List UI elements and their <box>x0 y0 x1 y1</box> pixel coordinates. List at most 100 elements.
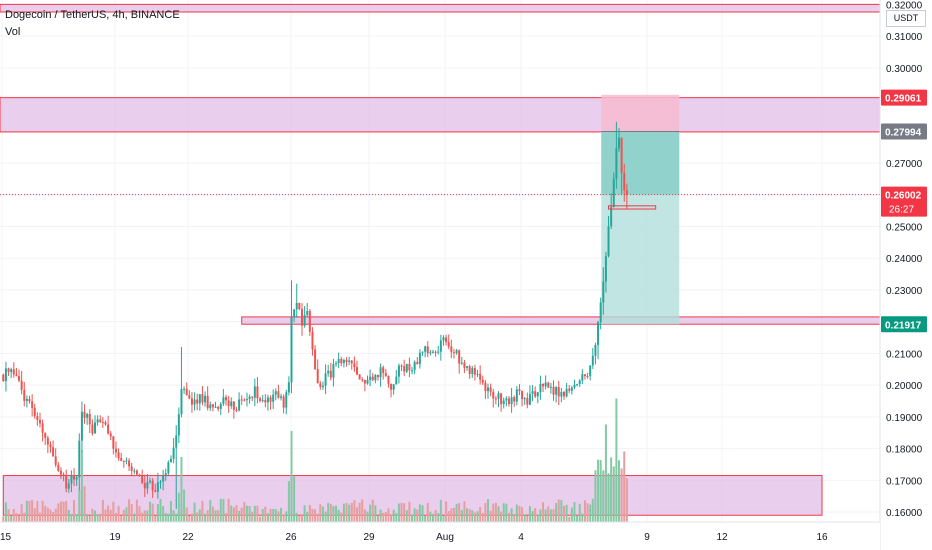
candle-221 <box>581 369 584 385</box>
volume-bar-52 <box>138 506 141 522</box>
candle-body-123 <box>324 373 327 386</box>
volume-bar-15 <box>41 500 44 522</box>
small-zone-box <box>608 205 657 210</box>
volume-bar-49 <box>130 504 133 522</box>
candle-53 <box>141 469 144 485</box>
candle-88 <box>232 401 235 419</box>
candle-body-213 <box>560 391 563 397</box>
candle-body-109 <box>287 382 290 393</box>
volume-bar-115 <box>303 505 306 522</box>
candle-190 <box>500 392 503 412</box>
candle-body-36 <box>96 419 99 423</box>
volume-bar-1 <box>4 502 7 522</box>
candle-20 <box>54 448 57 468</box>
currency-selector[interactable]: USDT <box>886 10 926 27</box>
candle-23 <box>62 472 65 482</box>
candle-119 <box>314 345 317 371</box>
volume-indicator-label[interactable]: Vol <box>5 26 21 38</box>
candle-109 <box>287 376 290 396</box>
volume-bar-145 <box>382 512 385 522</box>
volume-bar-68 <box>180 457 183 522</box>
volume-bar-67 <box>177 492 180 522</box>
candle-body-1 <box>4 368 7 382</box>
candle-body-232 <box>610 206 613 227</box>
candle-237 <box>623 163 626 202</box>
volume-bar-76 <box>201 500 204 522</box>
candle-144 <box>379 363 382 387</box>
candle-body-156 <box>411 370 414 372</box>
candle-165 <box>434 350 437 357</box>
candle-body-204 <box>536 392 539 397</box>
candle-168 <box>442 335 445 346</box>
candle-body-92 <box>243 399 246 401</box>
position-tool[interactable] <box>601 94 680 325</box>
candle-219 <box>576 383 579 387</box>
candle-body-124 <box>327 370 330 374</box>
candle-body-198 <box>521 390 524 400</box>
candle-body-101 <box>266 397 269 403</box>
candle-52 <box>138 473 141 477</box>
candle-body-236 <box>620 137 623 174</box>
candle-body-222 <box>583 374 586 377</box>
volume-bar-146 <box>384 512 387 522</box>
candle-11 <box>31 394 34 417</box>
candle-106 <box>280 393 283 401</box>
candle-body-116 <box>306 310 309 316</box>
volume-bar-59 <box>156 504 159 522</box>
volume-bar-167 <box>439 499 442 522</box>
candle-76 <box>201 386 204 406</box>
volume-bar-147 <box>387 508 390 522</box>
volume-bar-13 <box>36 500 39 522</box>
volume-bar-93 <box>245 505 248 522</box>
candle-body-71 <box>188 395 191 399</box>
candle-body-67 <box>177 414 180 436</box>
candle-body-74 <box>196 399 199 404</box>
candle-90 <box>238 392 241 412</box>
candle-body-200 <box>526 398 529 405</box>
candle-body-11 <box>31 401 34 408</box>
candle-body-160 <box>421 351 424 353</box>
volume-bar-162 <box>426 503 429 522</box>
candle-198 <box>521 390 524 407</box>
volume-bar-99 <box>261 509 264 522</box>
candle-body-210 <box>552 386 555 395</box>
time-axis[interactable]: 15 19 22 26 29 Aug 4 9 12 16 <box>0 521 880 550</box>
candle-206 <box>542 383 545 393</box>
volume-bar-37 <box>99 513 102 522</box>
candle-body-82 <box>217 406 220 409</box>
volume-bar-75 <box>198 509 201 522</box>
candle-body-6 <box>18 376 21 381</box>
price-axis[interactable]: 0.320000.310000.300000.290000.280000.270… <box>879 0 932 550</box>
volume-bar-191 <box>502 503 505 522</box>
candle-228 <box>599 297 602 330</box>
grid <box>0 0 880 522</box>
candle-body-176 <box>463 362 466 368</box>
candle-body-9 <box>25 398 28 401</box>
volume-bar-29 <box>78 489 81 522</box>
candle-122 <box>321 381 324 390</box>
candle-body-184 <box>484 382 487 392</box>
candle-91 <box>240 395 243 405</box>
volume-bar-157 <box>413 508 416 522</box>
candle-191 <box>502 397 505 409</box>
volume-bar-47 <box>125 507 128 522</box>
candle-body-216 <box>568 388 571 391</box>
candle-body-94 <box>248 396 251 400</box>
candle-223 <box>586 372 589 379</box>
candle-body-35 <box>94 422 97 434</box>
candle-37 <box>99 415 102 424</box>
candle-body-24 <box>65 474 68 489</box>
candle-body-196 <box>515 389 518 402</box>
candle-217 <box>570 385 573 395</box>
candle-72 <box>190 392 193 413</box>
volume-bar-238 <box>625 478 628 522</box>
volume-bar-62 <box>164 513 167 522</box>
candle-body-115 <box>303 315 306 326</box>
candle-225 <box>591 347 594 370</box>
volume-bar-109 <box>287 481 290 522</box>
volume-bar-144 <box>379 509 382 522</box>
volume-bar-221 <box>581 513 584 522</box>
candle-body-62 <box>164 473 167 476</box>
